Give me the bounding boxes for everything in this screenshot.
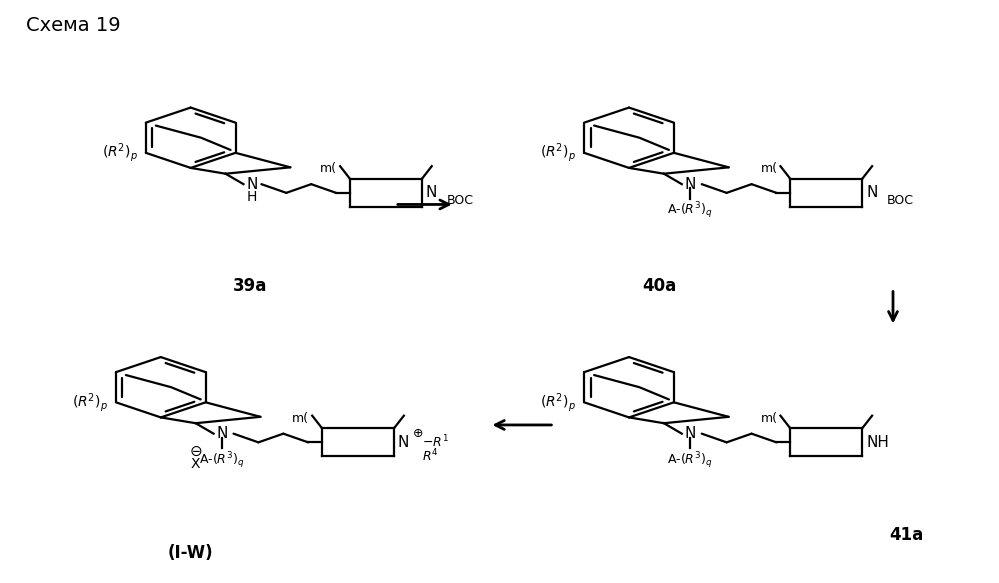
Text: N: N (426, 185, 438, 201)
Text: N: N (247, 177, 258, 192)
Text: $(R^2)_p$: $(R^2)_p$ (540, 391, 576, 414)
Text: m(: m( (760, 412, 777, 425)
Text: $(R^2)_p$: $(R^2)_p$ (102, 141, 138, 164)
Text: 40a: 40a (641, 277, 676, 294)
Text: m(: m( (760, 163, 777, 175)
Text: A-$(R^3)_q$: A-$(R^3)_q$ (199, 450, 245, 470)
Text: ⊕: ⊕ (413, 427, 424, 440)
Text: $(R^2)_p$: $(R^2)_p$ (72, 391, 108, 414)
Text: N: N (398, 435, 410, 450)
Text: NH: NH (866, 435, 889, 450)
Text: N: N (684, 177, 696, 192)
Text: (I-W): (I-W) (168, 543, 214, 561)
Text: N: N (866, 185, 877, 201)
Text: BOC: BOC (887, 194, 914, 207)
Text: $R^4$: $R^4$ (422, 447, 439, 464)
Text: N: N (217, 426, 228, 441)
Text: $-R^1$: $-R^1$ (422, 434, 449, 451)
Text: 41a: 41a (889, 526, 923, 544)
Text: X: X (191, 457, 201, 471)
Text: H: H (247, 190, 257, 204)
Text: 39a: 39a (233, 277, 268, 294)
Text: m(: m( (320, 163, 337, 175)
Text: ⊖: ⊖ (189, 444, 202, 459)
Text: N: N (684, 426, 696, 441)
Text: m(: m( (293, 412, 310, 425)
Text: Схема 19: Схема 19 (26, 16, 121, 35)
Text: A-$(R^3)_q$: A-$(R^3)_q$ (667, 201, 712, 221)
Text: $(R^2)_p$: $(R^2)_p$ (540, 141, 576, 164)
Text: BOC: BOC (447, 194, 474, 207)
Text: A-$(R^3)_q$: A-$(R^3)_q$ (667, 450, 712, 470)
